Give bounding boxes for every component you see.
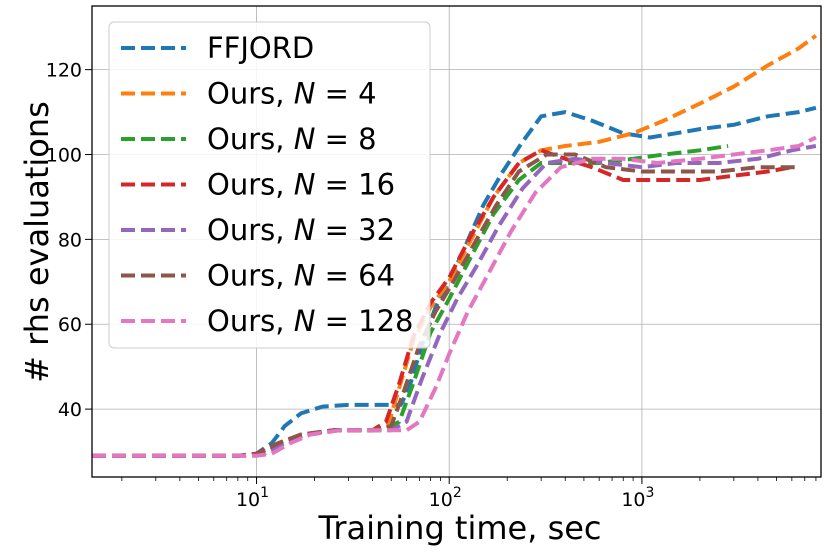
legend-var: N <box>294 259 316 293</box>
legend-text: Ours, <box>207 213 294 247</box>
legend-label-3: Ours, N = 16 <box>207 168 395 202</box>
x-tick-exponent: 3 <box>646 485 655 501</box>
legend-label-4: Ours, N = 32 <box>207 213 395 247</box>
legend-num: 8 <box>358 122 376 156</box>
legend-num: 4 <box>358 77 376 111</box>
legend-box <box>108 21 431 349</box>
x-axis-label: Training time, sec <box>317 509 601 547</box>
y-tick-label: 60 <box>58 314 82 336</box>
legend-num: 128 <box>358 304 413 338</box>
legend-var: N <box>294 304 316 338</box>
legend-num: 16 <box>358 168 395 202</box>
y-tick-label: 80 <box>58 229 82 251</box>
legend-rel: = <box>315 168 358 202</box>
legend-label-2: Ours, N = 8 <box>207 122 377 156</box>
legend-label-5: Ours, N = 64 <box>207 259 395 293</box>
legend-label-1: Ours, N = 4 <box>207 77 377 111</box>
legend-var: N <box>294 77 316 111</box>
legend-text: Ours, <box>207 122 294 156</box>
x-tick-label: 101 <box>236 485 269 511</box>
legend-rel: = <box>315 304 358 338</box>
legend-rel: = <box>315 77 358 111</box>
x-tick-exponent: 1 <box>260 485 269 501</box>
legend-text: Ours, <box>207 77 294 111</box>
legend-rel: = <box>315 213 358 247</box>
legend-text: Ours, <box>207 259 294 293</box>
legend-text: FFJORD <box>207 31 314 65</box>
plot-frame <box>91 5 822 478</box>
legend-text: Ours, <box>207 168 294 202</box>
x-tick-label: 102 <box>429 485 462 511</box>
x-tick-exponent: 2 <box>453 485 462 501</box>
legend-label-6: Ours, N = 128 <box>207 304 414 338</box>
legend-label-0: FFJORD <box>207 31 314 65</box>
legend-num: 64 <box>358 259 395 293</box>
series-line-5 <box>92 152 799 458</box>
legend-num: 32 <box>358 213 395 247</box>
y-tick-label: 40 <box>58 399 82 421</box>
series-lines <box>92 34 818 458</box>
legend-rel: = <box>315 259 358 293</box>
x-axis-ticks: 101 102 103 <box>121 477 817 511</box>
y-tick-label: 120 <box>46 60 82 82</box>
legend-text: Ours, <box>207 304 294 338</box>
x-tick-base: 10 <box>429 489 453 511</box>
x-tick-base: 10 <box>236 489 260 511</box>
x-tick-base: 10 <box>621 489 645 511</box>
y-tick-label: 100 <box>46 145 82 167</box>
legend-rel: = <box>315 122 358 156</box>
y-axis-label: # rhs evaluations <box>18 101 56 383</box>
legend-var: N <box>294 213 316 247</box>
series-line-6 <box>92 135 817 458</box>
y-axis-ticks: 40 60 80 100 120 <box>46 60 92 421</box>
legend-var: N <box>294 122 316 156</box>
legend-var: N <box>294 168 316 202</box>
x-tick-label: 103 <box>621 485 654 511</box>
